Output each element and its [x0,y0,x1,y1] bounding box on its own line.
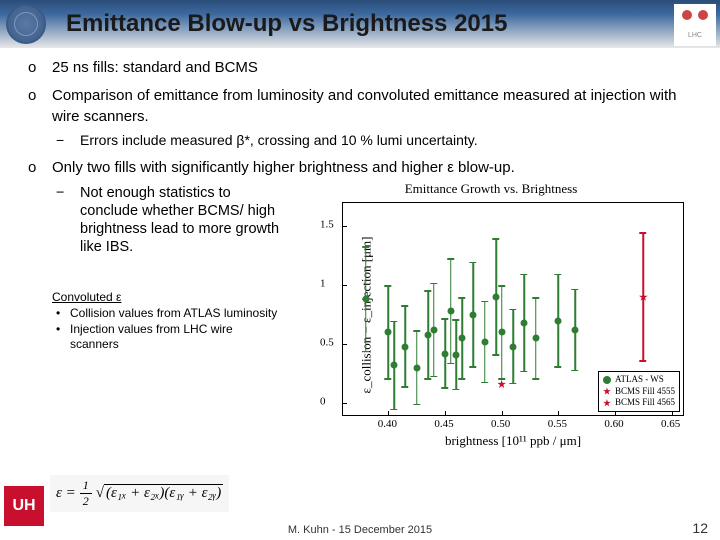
formula-lhs: ε = [56,485,76,502]
uh-logo: UH [4,486,44,526]
xtick: 0.55 [548,417,567,432]
footer-text: M. Kuhn - 15 December 2015 [0,524,720,536]
data-point [430,327,437,334]
data-point [391,362,398,369]
formula: ε = 1 2 √(ε₁ₓ + ε₂ₓ)(ε₁ᵧ + ε₂ᵧ) [50,475,229,512]
bullet-1: 25 ns fills: standard and BCMS [28,58,692,78]
footnote-heading: Convoluted ε [52,290,121,304]
lhc-badge: LHC [674,4,716,46]
data-point [497,380,506,389]
data-point [470,311,477,318]
legend-marker-circle [603,376,611,384]
bullet-3-text: Only two fills with significantly higher… [52,159,515,176]
bullet-2: Comparison of emittance from luminosity … [28,86,692,149]
slide-title: Emittance Blow-up vs Brightness 2015 [56,10,507,38]
legend-label-3: BCMS Fill 4565 [615,397,675,409]
footnote-block: Convoluted ε Collision values from ATLAS… [52,290,282,352]
data-point [532,335,539,342]
xtick: 0.40 [378,417,397,432]
data-point [413,364,420,371]
data-point [459,335,466,342]
data-point [453,351,460,358]
data-point [521,320,528,327]
legend-marker-star [603,387,611,395]
data-point [385,329,392,336]
formula-numerator: 1 [80,478,92,494]
cern-logo [6,4,46,44]
emittance-chart: Emittance Growth vs. Brightness ε_collis… [290,180,692,450]
legend-marker-star [603,399,611,407]
ytick: 1 [320,277,326,292]
xtick: 0.45 [434,417,453,432]
legend-row-3: BCMS Fill 4565 [603,397,675,409]
left-column: Not enough statistics to conclude whethe… [52,180,282,450]
bullet-2-sublist: Errors include measured β*, crossing and… [52,131,692,150]
legend-label-2: BCMS Fill 4555 [615,386,675,398]
formula-denominator: 2 [83,494,89,509]
footnote-item-2: Injection values from LHC wire scanners [52,322,282,353]
data-point [510,343,517,350]
footnote-item-1: Collision values from ATLAS luminosity [52,306,282,322]
formula-sqrt: √(ε₁ₓ + ε₂ₓ)(ε₁ᵧ + ε₂ᵧ) [96,485,223,502]
bullet-3-sub-1: Not enough statistics to conclude whethe… [52,184,282,257]
bullet-3-sublist: Not enough statistics to conclude whethe… [52,184,282,257]
xtick: 0.50 [491,417,510,432]
bullet-3: Only two fills with significantly higher… [28,158,692,450]
data-point [572,327,579,334]
data-point [362,296,369,303]
bullet-list: 25 ns fills: standard and BCMS Compariso… [28,58,692,450]
chart-legend: ATLAS - WS BCMS Fill 4555 BCMS Fill 4565 [598,371,680,412]
formula-radicand: (ε₁ₓ + ε₂ₓ)(ε₁ᵧ + ε₂ᵧ) [104,484,223,501]
data-point [493,294,500,301]
two-column-row: Not enough statistics to conclude whethe… [52,180,692,450]
ytick: 1.5 [320,218,334,233]
bullet-2-sub-1: Errors include measured β*, crossing and… [52,131,692,150]
ytick: 0.5 [320,336,334,351]
data-point [447,308,454,315]
chart-title: Emittance Growth vs. Brightness [290,180,692,198]
legend-row-2: BCMS Fill 4555 [603,386,675,398]
ytick: 0 [320,395,326,410]
data-point [555,317,562,324]
legend-row-1: ATLAS - WS [603,374,675,386]
content-area: 25 ns fills: standard and BCMS Compariso… [0,48,720,450]
page-number: 12 [692,520,708,536]
bullet-1-text: 25 ns fills: standard and BCMS [52,59,258,76]
slide-header: Emittance Blow-up vs Brightness 2015 LHC [0,0,720,48]
data-point [481,338,488,345]
xtick: 0.65 [661,417,680,432]
chart-xlabel: brightness [10¹¹ ppb / μm] [342,432,684,450]
data-point [442,350,449,357]
bullet-2-text: Comparison of emittance from luminosity … [52,87,676,124]
formula-fraction: 1 2 [80,478,92,509]
data-point [402,343,409,350]
legend-label-1: ATLAS - WS [615,374,664,386]
footnote-list: Collision values from ATLAS luminosity I… [52,306,282,353]
plot-area: ATLAS - WS BCMS Fill 4555 BCMS Fill 4565 [342,202,684,416]
data-point [498,329,505,336]
xtick: 0.60 [604,417,623,432]
